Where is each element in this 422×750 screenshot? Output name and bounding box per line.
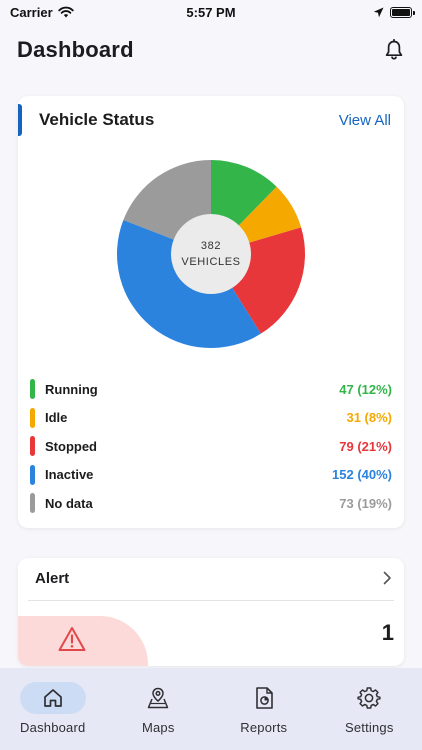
legend-color-bar bbox=[30, 436, 35, 457]
total-vehicle-label: VEHICLES bbox=[181, 256, 241, 268]
legend-color-bar bbox=[30, 379, 35, 400]
legend-value: 79 (21%) bbox=[339, 438, 392, 454]
alert-card[interactable]: Alert 1 bbox=[18, 558, 404, 666]
tab-icon-container bbox=[19, 682, 86, 714]
vehicle-status-donut: 382 VEHICLES bbox=[115, 158, 307, 350]
total-vehicle-count: 382 bbox=[200, 240, 222, 252]
legend-label: No data bbox=[45, 495, 93, 511]
tab-dashboard[interactable]: Dashboard bbox=[0, 682, 105, 750]
map-icon bbox=[148, 687, 169, 709]
legend-value: 31 (8%) bbox=[346, 410, 392, 426]
tab-label: Maps bbox=[141, 720, 175, 735]
donut-center: 382 VEHICLES bbox=[171, 214, 251, 294]
status-bar: Carrier 5:57 PM bbox=[0, 0, 422, 24]
home-icon bbox=[43, 689, 62, 707]
battery-icon bbox=[390, 6, 415, 18]
tab-icon-container bbox=[231, 682, 297, 714]
warning-icon bbox=[58, 627, 86, 651]
legend-value: 152 (40%) bbox=[332, 467, 392, 483]
legend-value: 73 (19%) bbox=[339, 495, 392, 511]
legend-item-running[interactable]: Running 47 (12%) bbox=[30, 375, 392, 404]
alert-divider bbox=[28, 600, 394, 601]
legend-item-inactive[interactable]: Inactive 152 (40%) bbox=[30, 461, 392, 490]
wifi-icon bbox=[57, 6, 74, 18]
legend-label: Running bbox=[45, 381, 98, 397]
page-title: Dashboard bbox=[17, 37, 134, 62]
alert-header[interactable]: Alert bbox=[18, 558, 404, 598]
legend-label: Stopped bbox=[45, 438, 97, 454]
view-all-link[interactable]: View All bbox=[338, 111, 391, 129]
tab-label: Dashboard bbox=[20, 720, 86, 735]
bell-icon[interactable] bbox=[382, 38, 406, 62]
tab-reports[interactable]: Reports bbox=[211, 682, 316, 750]
header: Dashboard bbox=[0, 30, 422, 70]
tab-icon-container bbox=[125, 682, 191, 714]
card-accent-bar bbox=[18, 104, 22, 136]
status-right bbox=[292, 6, 415, 18]
vehicle-status-legend: Running 47 (12%) Idle 31 (8%) Stopped 79… bbox=[30, 375, 392, 518]
legend-item-stopped[interactable]: Stopped 79 (21%) bbox=[30, 432, 392, 461]
legend-item-idle[interactable]: Idle 31 (8%) bbox=[30, 404, 392, 433]
legend-label: Idle bbox=[45, 410, 68, 426]
legend-color-bar bbox=[30, 493, 35, 514]
report-icon bbox=[255, 687, 273, 709]
tab-icon-container bbox=[336, 682, 402, 714]
legend-item-no-data[interactable]: No data 73 (19%) bbox=[30, 489, 392, 518]
tab-label: Settings bbox=[344, 720, 394, 735]
legend-color-bar bbox=[30, 407, 35, 428]
status-time: 5:57 PM bbox=[186, 4, 236, 20]
alert-title: Alert bbox=[35, 569, 70, 587]
tab-maps[interactable]: Maps bbox=[106, 682, 211, 750]
tab-label: Reports bbox=[240, 720, 288, 735]
status-left: Carrier bbox=[10, 5, 130, 20]
alert-count: 1 bbox=[381, 620, 394, 645]
legend-value: 47 (12%) bbox=[339, 381, 392, 397]
location-arrow-icon bbox=[373, 7, 384, 17]
vehicle-status-title: Vehicle Status bbox=[39, 110, 155, 129]
tab-bar: Dashboard Maps Reports bbox=[0, 668, 422, 750]
vehicle-status-header: Vehicle Status View All bbox=[18, 96, 404, 144]
alert-highlight bbox=[18, 616, 148, 666]
vehicle-status-card: Vehicle Status View All 382 VEHICLES Run… bbox=[18, 96, 404, 528]
gear-icon bbox=[357, 687, 381, 709]
chevron-right-icon[interactable] bbox=[382, 571, 392, 585]
tab-settings[interactable]: Settings bbox=[317, 682, 422, 750]
legend-color-bar bbox=[30, 464, 35, 485]
carrier-label: Carrier bbox=[10, 4, 53, 20]
legend-label: Inactive bbox=[45, 467, 94, 483]
